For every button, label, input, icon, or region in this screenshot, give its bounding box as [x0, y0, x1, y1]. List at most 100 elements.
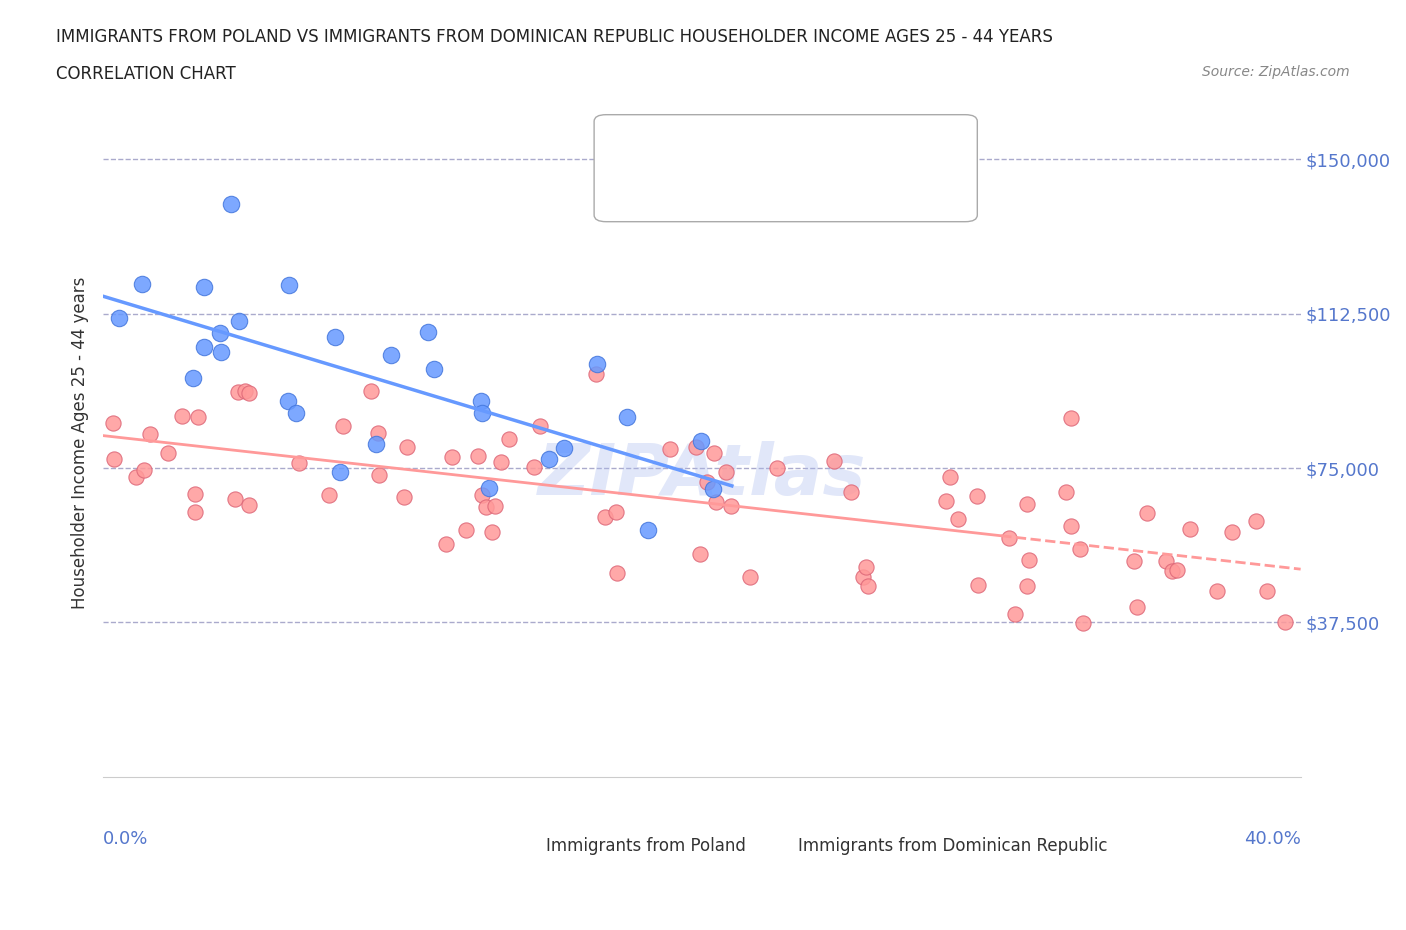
Point: [395, 439, 418, 454]
Point: [360, 383, 382, 398]
Point: [1205, 584, 1227, 599]
Point: [332, 418, 354, 433]
Point: [183, 505, 205, 520]
Point: [720, 498, 742, 513]
Point: [586, 357, 609, 372]
Point: [277, 393, 299, 408]
Point: [454, 523, 477, 538]
Point: [839, 485, 862, 499]
Point: [224, 492, 246, 507]
Point: [380, 347, 402, 362]
Point: [1222, 525, 1244, 539]
Point: [966, 578, 988, 592]
Point: [392, 489, 415, 504]
Point: [659, 442, 682, 457]
Point: [184, 486, 207, 501]
Point: [101, 415, 124, 430]
Point: [287, 456, 309, 471]
Point: [1154, 553, 1177, 568]
Point: [233, 384, 256, 399]
Point: [685, 439, 707, 454]
Point: [606, 565, 628, 580]
Point: [946, 512, 969, 526]
Point: [209, 345, 232, 360]
Point: [441, 450, 464, 465]
Point: [1015, 578, 1038, 593]
Point: [1161, 563, 1184, 578]
FancyBboxPatch shape: [595, 114, 977, 221]
Point: [1123, 553, 1146, 568]
Point: [208, 326, 231, 340]
Point: [434, 537, 457, 551]
Point: [765, 460, 787, 475]
FancyBboxPatch shape: [496, 829, 534, 848]
Point: [471, 487, 494, 502]
Point: [470, 393, 492, 408]
Point: [423, 362, 446, 377]
Point: [103, 452, 125, 467]
Point: [714, 465, 737, 480]
Point: [966, 488, 988, 503]
Point: [170, 408, 193, 423]
Point: [478, 481, 501, 496]
Point: [318, 487, 340, 502]
Point: [1180, 522, 1202, 537]
Point: [226, 384, 249, 399]
Point: [481, 525, 503, 539]
Point: [1054, 485, 1077, 499]
Point: [471, 405, 494, 420]
Text: IMMIGRANTS FROM POLAND VS IMMIGRANTS FROM DOMINICAN REPUBLIC HOUSEHOLDER INCOME : IMMIGRANTS FROM POLAND VS IMMIGRANTS FRO…: [56, 28, 1053, 46]
Point: [367, 425, 389, 440]
Point: [1018, 552, 1040, 567]
Text: CORRELATION CHART: CORRELATION CHART: [56, 65, 236, 83]
Point: [368, 468, 391, 483]
Point: [740, 569, 762, 584]
Point: [1126, 600, 1149, 615]
Point: [1256, 584, 1278, 599]
Point: [325, 329, 347, 344]
Point: [703, 445, 725, 460]
Point: [593, 510, 616, 525]
Point: [1166, 563, 1188, 578]
Point: [484, 498, 506, 513]
Point: [193, 339, 215, 354]
Point: [1071, 616, 1094, 631]
Point: [585, 367, 607, 382]
Point: [1136, 505, 1159, 520]
Y-axis label: Householder Income Ages 25 - 44 years: Householder Income Ages 25 - 44 years: [72, 276, 89, 608]
Point: [285, 405, 308, 420]
Point: [108, 310, 131, 325]
Point: [852, 569, 875, 584]
Point: [689, 547, 711, 562]
Point: [329, 465, 352, 480]
Point: [605, 505, 627, 520]
Point: [416, 325, 439, 339]
Point: [823, 453, 845, 468]
Point: [696, 474, 718, 489]
Point: [238, 385, 260, 400]
Point: [277, 277, 299, 292]
FancyBboxPatch shape: [754, 829, 792, 848]
Point: [529, 418, 551, 433]
Point: [219, 196, 242, 211]
Point: [1059, 518, 1081, 533]
Point: [1244, 514, 1267, 529]
Point: [1274, 615, 1296, 630]
Point: [939, 469, 962, 484]
Point: [616, 410, 638, 425]
Point: [475, 499, 498, 514]
Text: Immigrants from Dominican Republic: Immigrants from Dominican Republic: [797, 837, 1107, 855]
Point: [1017, 497, 1039, 512]
Point: [366, 437, 388, 452]
Point: [1060, 410, 1083, 425]
Point: [637, 523, 659, 538]
Point: [125, 470, 148, 485]
Point: [491, 455, 513, 470]
Point: [523, 459, 546, 474]
Point: [467, 448, 489, 463]
Point: [131, 277, 153, 292]
Point: [156, 445, 179, 460]
Point: [702, 481, 724, 496]
Point: [238, 498, 260, 512]
Point: [1069, 541, 1091, 556]
